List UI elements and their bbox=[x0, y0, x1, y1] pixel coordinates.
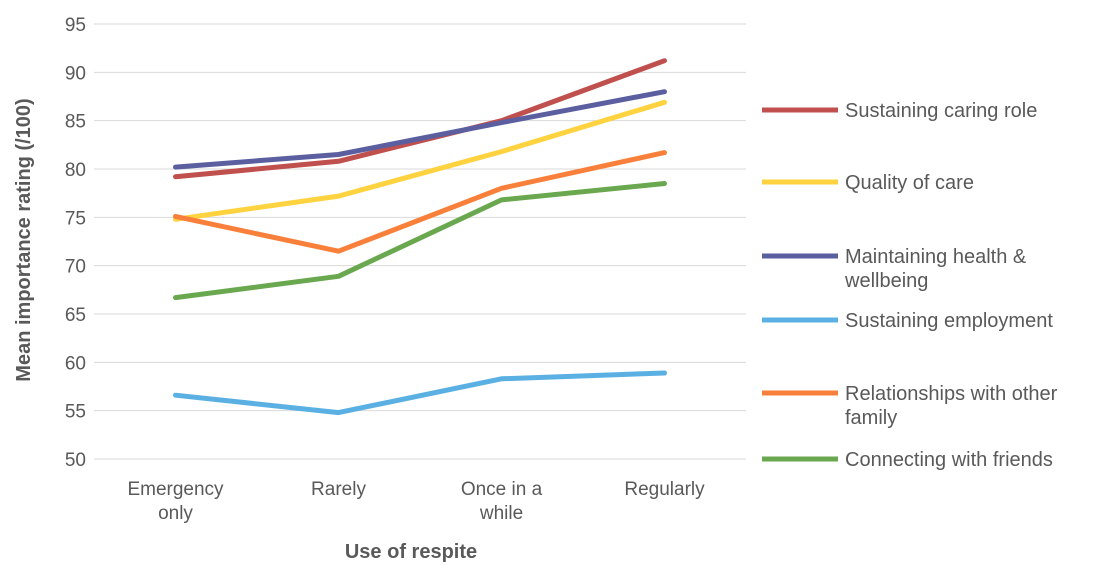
x-axis-ticks: Emergency only Rarely Once in a while Regular… bbox=[127, 479, 705, 524]
x-tick-label: Emergency only bbox=[127, 479, 224, 524]
y-axis-title: Mean importance rating (/100) bbox=[13, 98, 35, 381]
y-tick-label: 90 bbox=[65, 63, 86, 84]
y-tick-label: 85 bbox=[65, 112, 86, 133]
series-line bbox=[173, 181, 667, 301]
y-tick-label: 50 bbox=[65, 450, 86, 471]
y-tick-label: 75 bbox=[65, 208, 86, 229]
legend-label: Sustaining caring role bbox=[845, 100, 1037, 122]
series-lines bbox=[173, 58, 667, 416]
legend-label: Maintaining health & wellbeing bbox=[844, 246, 1027, 292]
y-axis-ticks: 50 55 60 65 70 75 80 85 90 95 bbox=[65, 15, 86, 471]
series-line bbox=[173, 370, 667, 416]
series-line bbox=[173, 89, 667, 170]
x-tick-label: Once in a while bbox=[461, 479, 543, 524]
x-tick-label: Regularly bbox=[624, 479, 705, 500]
y-tick-label: 55 bbox=[65, 402, 86, 423]
x-tick-label: Rarely bbox=[311, 479, 366, 500]
y-tick-label: 95 bbox=[65, 15, 86, 36]
legend-label: Quality of care bbox=[845, 172, 974, 194]
series-line bbox=[173, 150, 667, 254]
legend: Sustaining caring role Quality of care Mai… bbox=[762, 100, 1058, 471]
legend-label: Sustaining employment bbox=[845, 310, 1053, 332]
x-axis-title: Use of respite bbox=[345, 541, 477, 563]
y-tick-label: 70 bbox=[65, 257, 86, 278]
y-tick-label: 65 bbox=[65, 305, 86, 326]
y-tick-label: 60 bbox=[65, 353, 86, 374]
series-line bbox=[173, 99, 667, 222]
legend-label: Connecting with friends bbox=[845, 449, 1053, 471]
y-tick-label: 80 bbox=[65, 160, 86, 181]
legend-label: Relationships with other family bbox=[845, 383, 1058, 429]
